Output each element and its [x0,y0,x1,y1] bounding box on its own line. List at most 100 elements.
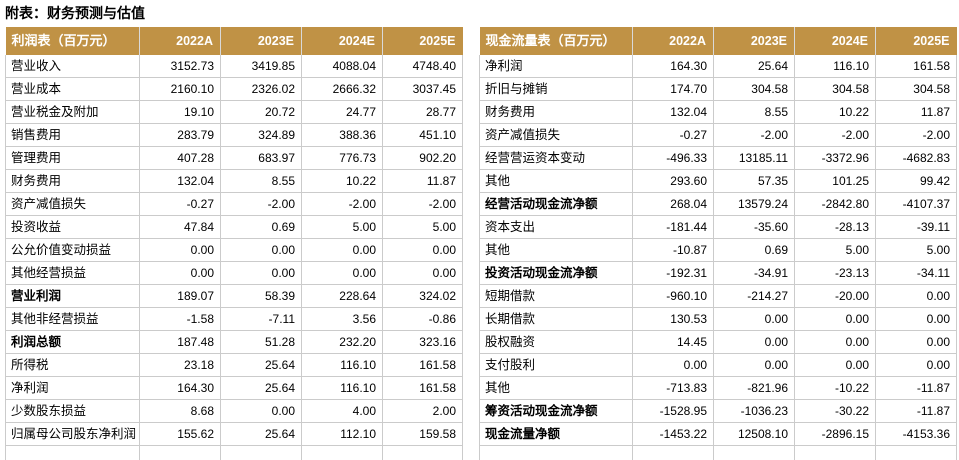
cell-value: 116.10 [301,376,383,400]
cell-value: 51.28 [220,330,302,354]
page-title: 附表：财务预测与估值 [5,7,145,22]
cell-value: 112.10 [301,422,383,446]
row-label: 其他非经营损益 [5,307,140,331]
empty-row [479,445,957,460]
cell-value: 24.77 [301,100,383,124]
cell-value: -23.13 [794,261,876,285]
cell-value: 5.00 [382,215,463,239]
cell-value: -1.58 [139,307,221,331]
table-row: 投资活动现金流净额 -192.31 -34.91 -23.13 -34.11 [479,261,957,285]
table-row: 少数股东损益 8.68 0.00 4.00 2.00 [5,399,463,423]
cell-value: 13185.11 [713,146,795,170]
cell-value: 155.62 [139,422,221,446]
cell-value: 407.28 [139,146,221,170]
cell-value: 0.00 [382,261,463,285]
row-label: 营业税金及附加 [5,100,140,124]
cell-value: 323.16 [382,330,463,354]
empty-row [5,445,463,460]
cell-value: 0.00 [875,284,957,308]
cell-value: 232.20 [301,330,383,354]
cell-value: -2.00 [301,192,383,216]
cell-value: -11.87 [875,399,957,423]
cell-value: 25.64 [220,422,302,446]
row-label: 筹资活动现金流净额 [479,399,633,423]
cell-value: 304.58 [794,77,876,101]
cell-value: 0.00 [632,353,714,377]
cell-value: 683.97 [220,146,302,170]
cell-value: -34.11 [875,261,957,285]
cell-value: -4153.36 [875,422,957,446]
cell-value: 0.00 [220,399,302,423]
cell-value: 8.55 [713,100,795,124]
row-label: 少数股东损益 [5,399,140,423]
year-column-header: 2022A [632,27,714,55]
table-row: 营业收入 3152.73 3419.85 4088.04 4748.40 [5,55,463,78]
row-label: 投资活动现金流净额 [479,261,633,285]
row-label: 其他经营损益 [5,261,140,285]
cell-value: 57.35 [713,169,795,193]
table-row: 其他非经营损益 -1.58 -7.11 3.56 -0.86 [5,307,463,331]
table-row: 股权融资 14.45 0.00 0.00 0.00 [479,330,957,354]
cell-value: 10.22 [794,100,876,124]
cell-value: 0.00 [139,238,221,262]
cell-value: -10.87 [632,238,714,262]
income-statement-header-row: 利润表（百万元） 2022A 2023E 2024E 2025E [5,27,463,55]
cell-value: 0.00 [875,353,957,377]
cell-value: -2.00 [794,123,876,147]
cell-value: 25.64 [220,353,302,377]
cell-value: -214.27 [713,284,795,308]
cell-value: -2.00 [875,123,957,147]
table-row: 所得税 23.18 25.64 116.10 161.58 [5,353,463,377]
cell-value: 304.58 [875,77,957,101]
table-row: 支付股利 0.00 0.00 0.00 0.00 [479,353,957,377]
cell-value: 0.00 [875,330,957,354]
table-row: 利润总额 187.48 51.28 232.20 323.16 [5,330,463,354]
cash-flow-table: 现金流量表（百万元） 2022A 2023E 2024E 2025E 净利润 164.30… [479,27,957,460]
cash-flow-header-row: 现金流量表（百万元） 2022A 2023E 2024E 2025E [479,27,957,55]
row-label: 资产减值损失 [479,123,633,147]
table-row: 财务费用 132.04 8.55 10.22 11.87 [479,100,957,124]
cell-value: 101.25 [794,169,876,193]
cell-value: -4682.83 [875,146,957,170]
cell-value: 13579.24 [713,192,795,216]
cell-value: 8.68 [139,399,221,423]
cell-value: 4748.40 [382,55,463,78]
cell-value: -2896.15 [794,422,876,446]
cell-value: 3152.73 [139,55,221,78]
cell-value: 3419.85 [220,55,302,78]
year-column-header: 2025E [382,27,463,55]
row-label: 经营营运资本变动 [479,146,633,170]
row-label: 公允价值变动损益 [5,238,140,262]
cell-value: -0.86 [382,307,463,331]
cell-value: -2842.80 [794,192,876,216]
cell-value: 0.00 [713,330,795,354]
cell-value: 58.39 [220,284,302,308]
cell-value: -3372.96 [794,146,876,170]
row-label: 财务费用 [5,169,140,193]
cell-value: -192.31 [632,261,714,285]
cell-value: -2.00 [382,192,463,216]
table-row: 营业成本 2160.10 2326.02 2666.32 3037.45 [5,77,463,101]
cell-value: 20.72 [220,100,302,124]
cell-value: -713.83 [632,376,714,400]
cell-value: 0.00 [220,238,302,262]
cell-value: -181.44 [632,215,714,239]
table-title-cell: 利润表（百万元） [5,27,140,55]
cell-value: 283.79 [139,123,221,147]
cell-value: 0.00 [301,238,383,262]
table-row: 净利润 164.30 25.64 116.10 161.58 [5,376,463,400]
cell-value: 3037.45 [382,77,463,101]
cell-value: 161.58 [382,376,463,400]
cell-value: 268.04 [632,192,714,216]
row-label: 营业收入 [5,55,140,78]
cell-value: 189.07 [139,284,221,308]
row-label: 投资收益 [5,215,140,239]
cell-value: 23.18 [139,353,221,377]
cell-value: 161.58 [382,353,463,377]
cell-value: -28.13 [794,215,876,239]
cell-value: -4107.37 [875,192,957,216]
cell-value: 164.30 [632,55,714,78]
cell-value: 2160.10 [139,77,221,101]
row-label: 利润总额 [5,330,140,354]
